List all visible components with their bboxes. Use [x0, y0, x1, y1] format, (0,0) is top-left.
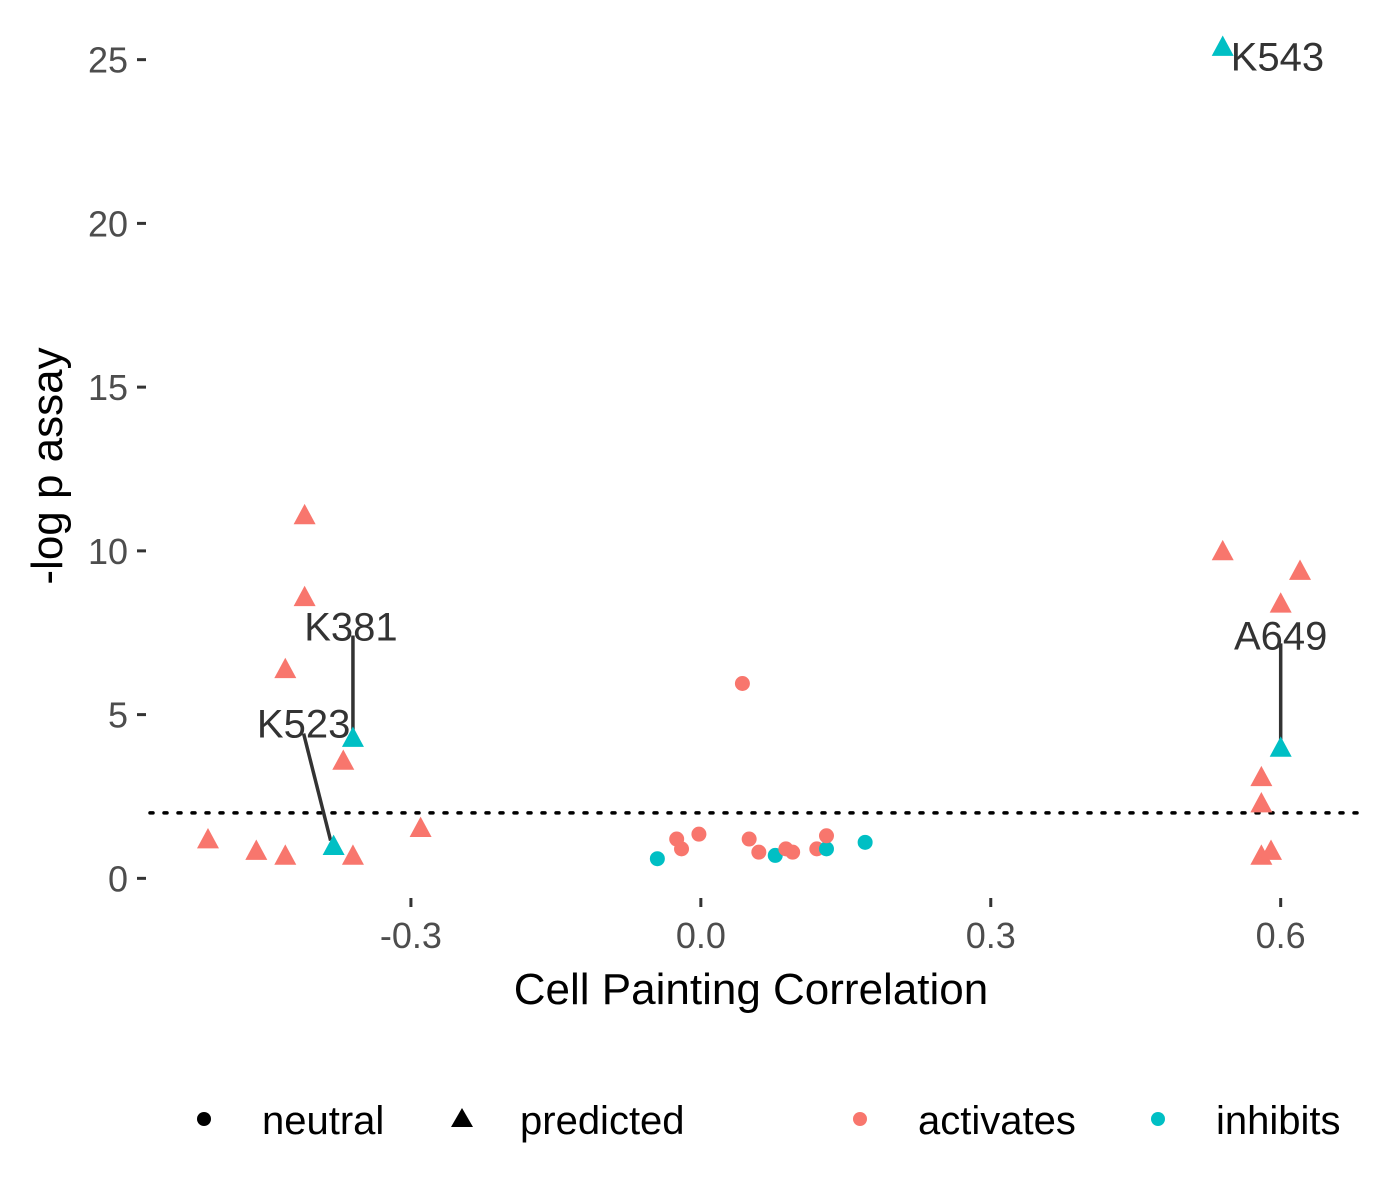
x-tick-label: 0.3	[966, 915, 1016, 956]
data-point-triangle-activates	[1250, 765, 1273, 787]
data-point-triangle-activates	[341, 844, 364, 865]
data-point-triangle-activates	[274, 844, 297, 865]
y-tick-label: 10	[88, 531, 128, 572]
label-leader-line	[301, 733, 333, 842]
data-point-triangle-activates	[1211, 539, 1234, 561]
y-tick-label: 25	[88, 40, 128, 81]
x-tick-label: -0.3	[380, 915, 442, 956]
data-point-triangle-activates	[293, 585, 316, 607]
data-point-circle-activates	[785, 844, 801, 860]
point-label-k543: K543	[1231, 36, 1324, 80]
legend-label-neutral: neutral	[262, 1099, 384, 1143]
legend-key-inhibits	[1151, 1112, 1165, 1126]
data-point-circle-activates	[674, 841, 690, 857]
point-label-k523: K523	[257, 703, 350, 747]
y-axis-title: -log p assay	[23, 347, 72, 584]
y-tick-label: 15	[88, 367, 128, 408]
point-labels: K543 K381 K523 A649	[257, 36, 1327, 747]
data-point-circle-activates	[691, 826, 707, 842]
data-point-triangle-inhibits	[1211, 35, 1234, 56]
legend-key-predicted	[451, 1108, 473, 1127]
x-axis-title: Cell Painting Correlation	[514, 965, 988, 1014]
y-tick-label: 5	[108, 695, 128, 736]
y-tick-label: 20	[88, 203, 128, 244]
data-point-circle-inhibits	[818, 841, 834, 857]
data-points	[196, 35, 1312, 867]
legend-label-predicted: predicted	[520, 1099, 685, 1143]
legend: neutral predicted activates inhibits	[197, 1099, 1341, 1143]
data-point-triangle-activates	[332, 749, 355, 770]
data-point-triangle-activates	[1250, 792, 1273, 813]
data-point-circle-activates	[734, 676, 750, 691]
data-point-circle-activates	[818, 828, 834, 844]
data-point-triangle-inhibits	[341, 726, 364, 747]
data-point-triangle-activates	[245, 839, 268, 860]
legend-key-neutral	[197, 1112, 211, 1126]
data-point-circle-activates	[751, 844, 767, 860]
legend-label-inhibits: inhibits	[1216, 1099, 1341, 1143]
data-point-triangle-activates	[1289, 559, 1312, 580]
data-point-triangle-activates	[409, 816, 432, 837]
x-tick-label: 0.0	[676, 915, 726, 956]
x-axis: -0.3 0.0 0.3 0.6	[380, 898, 1306, 956]
data-point-triangle-inhibits	[322, 834, 345, 855]
data-point-triangle-activates	[196, 828, 219, 849]
x-tick-label: 0.6	[1256, 915, 1306, 956]
legend-label-activates: activates	[918, 1099, 1076, 1143]
point-label-a649: A649	[1234, 614, 1327, 658]
data-point-circle-inhibits	[649, 851, 665, 867]
data-point-triangle-inhibits	[1269, 736, 1292, 757]
legend-key-activates	[853, 1112, 867, 1126]
point-label-k381: K381	[304, 606, 397, 650]
y-tick-label: 0	[108, 858, 128, 899]
data-point-circle-inhibits	[857, 834, 873, 850]
y-axis: 0 5 10 15 20 25	[88, 40, 146, 899]
data-point-triangle-activates	[1269, 592, 1292, 613]
data-point-triangle-activates	[293, 503, 316, 525]
label-leader-lines	[301, 635, 1283, 842]
data-point-triangle-activates	[1260, 839, 1283, 860]
data-point-triangle-activates	[274, 657, 297, 679]
data-point-circle-activates	[741, 831, 757, 847]
